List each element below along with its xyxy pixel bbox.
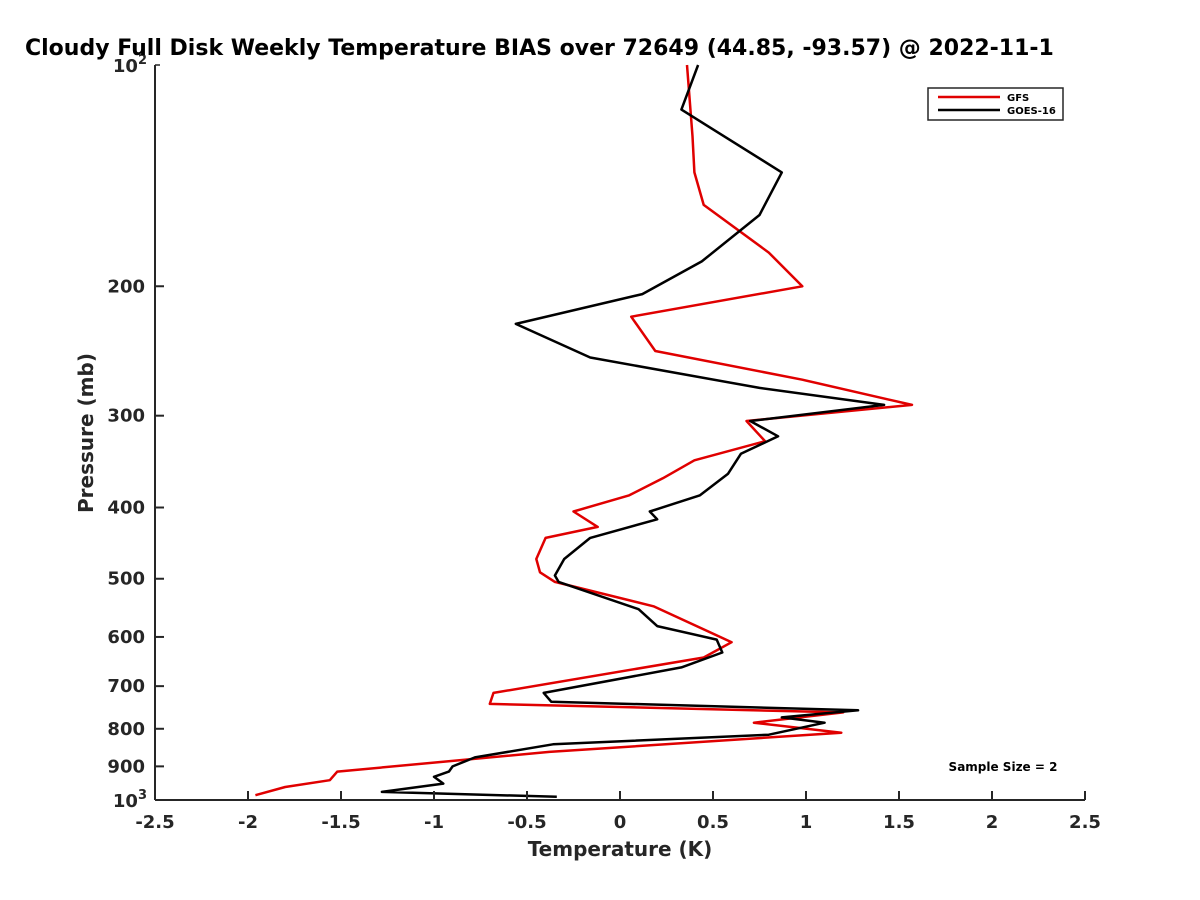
- y-tick-label: 800: [107, 719, 145, 740]
- y-tick-label: 600: [107, 627, 145, 648]
- legend-box: [927, 87, 1064, 121]
- y-tick-label: 300: [107, 406, 145, 427]
- series-layer: [255, 64, 914, 799]
- legend-label-goes-16: GOES-16: [1007, 106, 1056, 117]
- chart-title: Cloudy Full Disk Weekly Temperature BIAS…: [25, 36, 1054, 61]
- legend: GFS GOES-16: [927, 87, 1064, 121]
- x-tick-label: -0.5: [507, 812, 546, 833]
- y-tick-label: 700: [107, 676, 145, 697]
- legend-label-gfs: GFS: [1007, 93, 1029, 104]
- y-tick-label-bottom: 103: [113, 788, 147, 812]
- x-tick-label: -2.5: [135, 812, 174, 833]
- x-tick-label: 2: [986, 812, 999, 833]
- axes-layer: -2.5 -2 -1.5 -1 -0.5 0 0.5 1 1.5 2 2.5 200 300 400 500…: [107, 53, 1101, 833]
- x-tick-label: 1.5: [883, 812, 915, 833]
- x-tick-label: 0.5: [697, 812, 729, 833]
- x-tick-label: 2.5: [1069, 812, 1101, 833]
- y-tick-label: 900: [107, 756, 145, 777]
- series-line-goes-16: [380, 64, 886, 799]
- y-tick-label: 500: [107, 569, 145, 590]
- x-tick-label: 0: [614, 812, 627, 833]
- y-tick-label: 200: [107, 276, 145, 297]
- x-tick-label: 1: [800, 812, 813, 833]
- y-axis-label: Pressure (mb): [74, 353, 98, 513]
- x-tick-label: -1.5: [321, 812, 360, 833]
- sample-size-annotation: Sample Size = 2: [949, 760, 1058, 774]
- x-axis-label: Temperature (K): [528, 837, 713, 861]
- x-tick-label: -1: [424, 812, 444, 833]
- x-tick-label: -2: [238, 812, 258, 833]
- y-tick-label: 400: [107, 498, 145, 519]
- y-tick-label-top: 102: [113, 53, 147, 77]
